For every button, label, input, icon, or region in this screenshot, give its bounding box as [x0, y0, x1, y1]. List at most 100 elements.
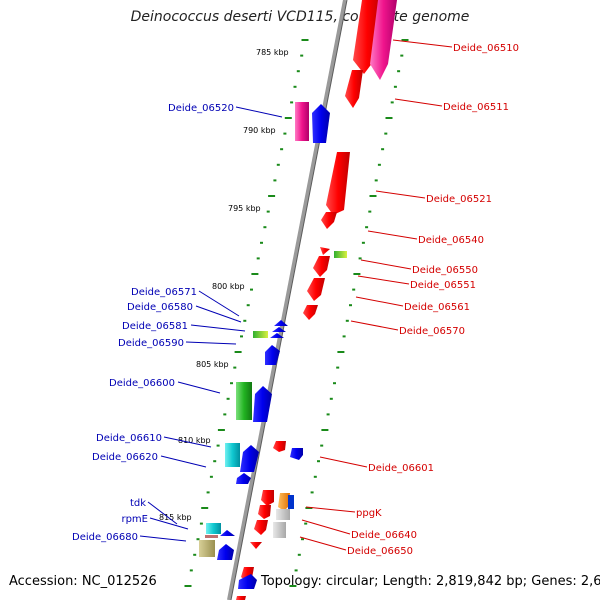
label-deide-06590[interactable]: Deide_06590 [118, 338, 184, 349]
left-scale-tick [209, 475, 213, 478]
left-scale-tick [300, 54, 304, 57]
gene-deide-06550-green[interactable] [334, 251, 347, 258]
gene-ppgk-blue[interactable] [288, 495, 294, 509]
left-scale-tick [193, 553, 197, 556]
label-deide-06550[interactable]: Deide_06550 [412, 265, 478, 276]
right-scale-tick [393, 85, 397, 88]
right-scale-tick [336, 366, 340, 369]
genome-backbone-shadow [230, 0, 348, 600]
gene-deide-06610[interactable] [225, 443, 240, 467]
label-deide-06581[interactable]: Deide_06581 [122, 321, 188, 332]
gene-gray-650[interactable] [273, 522, 286, 538]
gene-blue-right[interactable] [290, 448, 303, 460]
scale-label-800: 800 kbp [212, 282, 245, 291]
right-scale-tick [365, 226, 369, 229]
label-deide-06561[interactable]: Deide_06561 [404, 302, 470, 313]
left-scale-tick [256, 257, 260, 260]
label-deide-06580[interactable]: Deide_06580 [127, 302, 193, 313]
right-scale-tick [345, 319, 349, 322]
label-deide-06600[interactable]: Deide_06600 [109, 378, 175, 389]
right-scale-tick [313, 475, 317, 478]
gene-blue-bottom[interactable] [238, 574, 257, 589]
gene-blue-tdk-2[interactable] [217, 544, 234, 560]
right-scale-tick [353, 273, 361, 275]
right-scale-tick [297, 553, 301, 556]
label-deide-06520[interactable]: Deide_06520 [168, 103, 234, 114]
label-rpme[interactable]: rpmE [121, 514, 148, 525]
gene-blue-06610[interactable] [240, 445, 259, 472]
label-deide-06521[interactable]: Deide_06521 [426, 194, 492, 205]
left-scale-tick [233, 366, 237, 369]
gene-deide-06550[interactable] [320, 247, 330, 255]
label-deide-06601[interactable]: Deide_06601 [368, 463, 434, 474]
left-scale-tick [276, 163, 280, 166]
gene-deide-06520[interactable] [295, 102, 309, 141]
gene-deide-06581[interactable] [253, 331, 268, 338]
plus-leader-lines [299, 39, 453, 551]
right-scale-tick [384, 132, 388, 135]
right-scale-tick [305, 507, 313, 509]
left-scale-tick [206, 491, 210, 494]
gene-deide-06511[interactable] [345, 70, 363, 108]
label-deide-06551[interactable]: Deide_06551 [410, 280, 476, 291]
right-scale-tick [397, 70, 401, 73]
right-scale-tick [381, 148, 385, 151]
label-deide-06571[interactable]: Deide_06571 [131, 287, 197, 298]
gene-red-ppgk-2[interactable] [258, 505, 271, 519]
label-deide-06650[interactable]: Deide_06650 [347, 546, 413, 557]
left-scale-tick [250, 288, 253, 291]
gene-deide-06590[interactable] [265, 345, 280, 365]
gene-deide-06650[interactable] [250, 542, 262, 549]
right-scale-tick [304, 522, 308, 525]
gene-deide-06640[interactable] [254, 520, 268, 535]
gene-blue-tdk-1[interactable] [220, 530, 235, 536]
gene-deide-06551[interactable] [313, 256, 330, 277]
label-deide-06511[interactable]: Deide_06511 [443, 102, 509, 113]
gene-deide-06680[interactable] [199, 540, 215, 557]
gene-deide-06561[interactable] [307, 278, 325, 301]
gene-deide-06581-blue[interactable] [270, 333, 284, 338]
label-deide-06680[interactable]: Deide_06680 [72, 532, 138, 543]
gene-red-bottom-2[interactable] [236, 596, 246, 600]
label-deide-06620[interactable]: Deide_06620 [92, 452, 158, 463]
gene-deide-06540[interactable] [321, 212, 337, 229]
gene-deide-06620[interactable] [236, 473, 251, 484]
right-scale-tick [368, 210, 372, 213]
left-scale-tick [246, 304, 250, 307]
left-scale-tick [243, 319, 247, 322]
label-ppgk[interactable]: ppgK [356, 508, 382, 519]
gene-tdk[interactable] [206, 523, 221, 534]
gene-blue-06600[interactable] [253, 386, 272, 422]
label-deide-06640[interactable]: Deide_06640 [351, 530, 417, 541]
right-scale-ticks [289, 39, 409, 587]
gene-pink-upper[interactable] [370, 0, 397, 80]
left-scale-tick [293, 85, 297, 88]
left-scale-tick [189, 569, 193, 572]
right-scale-tick [294, 569, 298, 572]
gene-ppgk[interactable] [278, 493, 290, 511]
right-scale-tick [337, 351, 345, 353]
label-deide-06540[interactable]: Deide_06540 [418, 235, 484, 246]
label-deide-06510[interactable]: Deide_06510 [453, 43, 519, 54]
gene-deide-06600[interactable] [236, 382, 252, 420]
label-deide-06610[interactable]: Deide_06610 [96, 433, 162, 444]
gene-deide-06570[interactable] [303, 305, 318, 320]
right-scale-tick [400, 54, 404, 57]
gene-deide-06580[interactable] [272, 327, 286, 332]
minus-leader-lines [139, 106, 283, 542]
gene-gray-640[interactable] [276, 509, 290, 520]
gene-blue-06520[interactable] [312, 104, 330, 143]
gene-deide-06510[interactable] [353, 0, 381, 74]
genome-backbone [227, 0, 347, 600]
gene-deide-06601[interactable] [273, 441, 286, 452]
label-deide-06570[interactable]: Deide_06570 [399, 326, 465, 337]
left-scale-tick [301, 39, 309, 41]
label-tdk[interactable]: tdk [130, 498, 146, 509]
gene-rpme[interactable] [205, 535, 218, 538]
gene-deide-06571[interactable] [274, 320, 288, 326]
gene-deide-06521[interactable] [326, 152, 350, 215]
left-scale-tick [280, 148, 284, 151]
gene-red-ppgk-1[interactable] [261, 490, 274, 506]
scale-label-805: 805 kbp [196, 360, 229, 369]
